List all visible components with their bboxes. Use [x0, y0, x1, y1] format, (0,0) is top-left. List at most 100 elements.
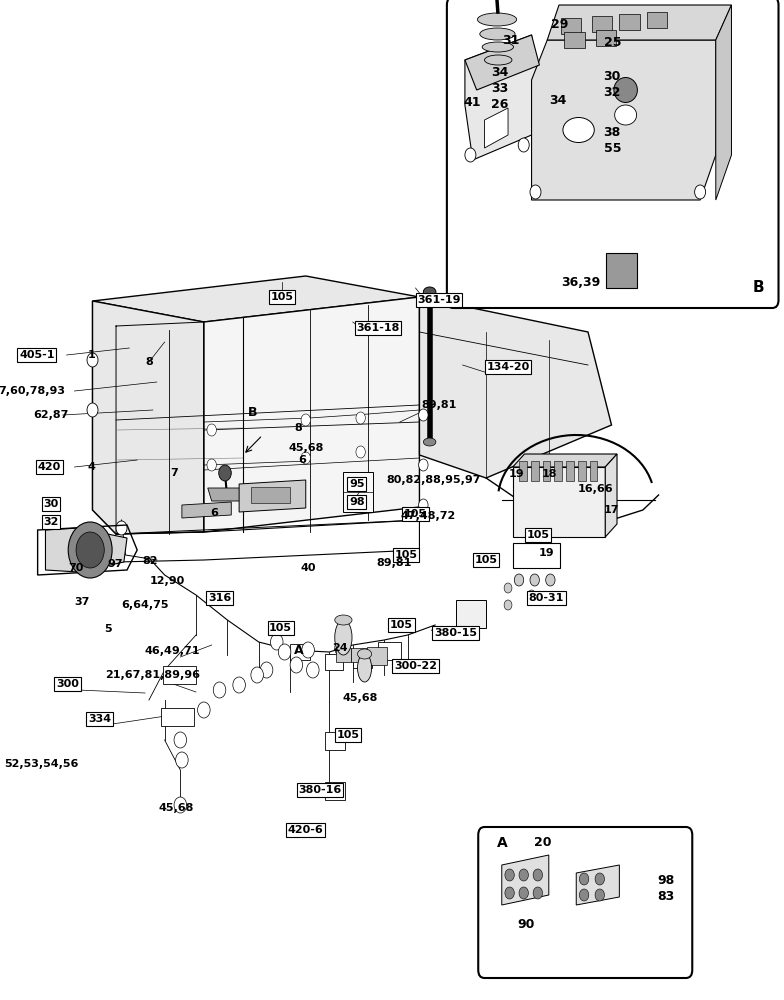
- Text: 30: 30: [604, 70, 621, 83]
- Text: 6,64,75: 6,64,75: [122, 600, 169, 610]
- Polygon shape: [485, 108, 508, 148]
- Text: 361-18: 361-18: [356, 323, 400, 333]
- Circle shape: [290, 657, 303, 673]
- Polygon shape: [547, 5, 731, 40]
- Text: 40: 40: [300, 563, 316, 573]
- Ellipse shape: [335, 620, 352, 655]
- Circle shape: [87, 403, 98, 417]
- Circle shape: [207, 424, 216, 436]
- Circle shape: [270, 634, 283, 650]
- Text: 45,68: 45,68: [288, 443, 324, 453]
- Text: 105: 105: [404, 509, 427, 519]
- Text: 334: 334: [88, 714, 111, 724]
- Text: 24: 24: [332, 643, 348, 653]
- Ellipse shape: [423, 438, 436, 446]
- Circle shape: [504, 600, 512, 610]
- Polygon shape: [45, 528, 127, 572]
- Text: 380-16: 380-16: [298, 785, 342, 795]
- Text: 300-22: 300-22: [394, 661, 437, 671]
- Text: A: A: [497, 836, 508, 850]
- Text: 38: 38: [604, 125, 621, 138]
- Text: 420-6: 420-6: [288, 825, 324, 835]
- Text: 52,53,54,56: 52,53,54,56: [5, 759, 78, 769]
- Polygon shape: [465, 35, 539, 160]
- Text: 80-31: 80-31: [528, 593, 564, 603]
- Bar: [590, 461, 597, 481]
- Circle shape: [68, 522, 112, 578]
- Polygon shape: [465, 35, 539, 90]
- Ellipse shape: [358, 654, 372, 682]
- Circle shape: [356, 412, 365, 424]
- Circle shape: [116, 521, 127, 535]
- Circle shape: [307, 662, 319, 678]
- Text: 89,81: 89,81: [376, 558, 412, 568]
- Circle shape: [530, 185, 541, 199]
- Text: 55: 55: [604, 142, 621, 155]
- Text: 4: 4: [88, 462, 96, 472]
- Ellipse shape: [477, 13, 517, 26]
- Text: 34: 34: [549, 94, 566, 106]
- Text: 105: 105: [474, 555, 498, 565]
- Text: 21,67,81,89,96: 21,67,81,89,96: [105, 670, 201, 680]
- Bar: [561, 18, 581, 34]
- FancyBboxPatch shape: [447, 0, 779, 308]
- Bar: [367, 647, 387, 665]
- Text: 47,48,72: 47,48,72: [401, 511, 456, 521]
- Text: 98: 98: [349, 497, 365, 507]
- Circle shape: [260, 662, 273, 678]
- Text: 6: 6: [210, 508, 218, 518]
- Circle shape: [419, 499, 428, 511]
- Circle shape: [302, 642, 314, 658]
- Circle shape: [207, 459, 216, 471]
- Text: 300: 300: [56, 679, 79, 689]
- Text: B: B: [248, 406, 257, 420]
- Circle shape: [174, 797, 187, 813]
- Circle shape: [419, 459, 428, 471]
- Circle shape: [519, 887, 528, 899]
- Text: 105: 105: [390, 620, 413, 630]
- Text: 8: 8: [145, 357, 153, 367]
- Bar: [619, 14, 640, 30]
- Circle shape: [505, 887, 514, 899]
- Bar: [592, 16, 612, 32]
- Text: 45,68: 45,68: [158, 803, 194, 813]
- Text: 16,66: 16,66: [578, 484, 614, 494]
- Bar: [325, 782, 345, 800]
- Text: 46,49,71: 46,49,71: [145, 646, 200, 656]
- Text: 105: 105: [394, 550, 418, 560]
- Text: 19: 19: [539, 548, 554, 558]
- Bar: [531, 461, 539, 481]
- Text: 1: 1: [88, 350, 96, 360]
- Ellipse shape: [480, 28, 515, 40]
- Ellipse shape: [615, 105, 637, 125]
- Text: 7: 7: [170, 468, 178, 478]
- Text: 33: 33: [491, 82, 508, 95]
- Circle shape: [198, 702, 210, 718]
- Ellipse shape: [335, 615, 352, 625]
- Text: 62,87: 62,87: [33, 410, 69, 420]
- Ellipse shape: [485, 55, 512, 65]
- Text: 32: 32: [604, 86, 621, 99]
- Circle shape: [419, 409, 428, 421]
- Bar: [325, 654, 343, 670]
- Bar: [351, 648, 367, 662]
- Text: 105: 105: [526, 530, 550, 540]
- Polygon shape: [239, 480, 306, 512]
- Bar: [554, 461, 562, 481]
- Text: 32: 32: [43, 517, 59, 527]
- Circle shape: [301, 452, 310, 464]
- Bar: [596, 30, 616, 46]
- Bar: [543, 461, 550, 481]
- Circle shape: [595, 889, 604, 901]
- Bar: [606, 253, 637, 288]
- Text: 134-20: 134-20: [486, 362, 530, 372]
- Ellipse shape: [563, 117, 594, 142]
- Circle shape: [546, 574, 555, 586]
- Text: 82: 82: [142, 556, 158, 566]
- Text: 34: 34: [491, 66, 508, 79]
- Text: 7,60,78,93: 7,60,78,93: [0, 386, 65, 396]
- Text: 25: 25: [604, 35, 621, 48]
- Text: 80,82,88,95,97: 80,82,88,95,97: [387, 475, 481, 485]
- Circle shape: [518, 138, 529, 152]
- Polygon shape: [576, 865, 619, 905]
